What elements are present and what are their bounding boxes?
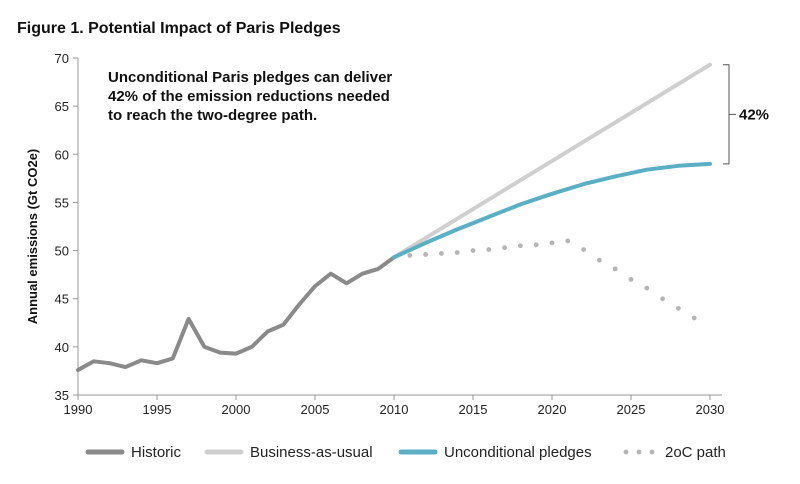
point-2oc-path [454,250,460,255]
point-2oc-path [660,296,665,302]
x-tick-label: 1990 [64,402,93,417]
legend-label-2oc-path: 2oC path [665,444,726,461]
point-2oc-path [533,242,539,248]
point-2oc-path [644,285,650,291]
point-2oc-path [486,247,492,253]
legend-swatch-2oc-path [649,449,655,455]
y-tick-label: 65 [55,99,69,114]
bracket-path [723,64,736,165]
y-axis-label: Annual emissions (Gt CO2e) [25,149,40,325]
y-tick-label: 70 [55,51,69,66]
y-ticks: 35 40 45 50 55 60 65 70 [55,51,78,403]
annotation-line-3: to reach the two-degree path. [108,107,317,124]
x-tick-label: 2000 [222,402,251,417]
x-ticks: 1990 1995 2000 2005 2010 2015 2020 2025 2030 [64,395,725,417]
series-layer [76,62,712,372]
point-2oc-path [597,257,602,263]
y-tick-label: 40 [55,340,69,355]
point-2oc-path [565,238,571,244]
point-2oc-path [628,277,634,282]
y-tick-label: 35 [55,388,69,403]
bracket-label: 42% [739,106,769,123]
point-2oc-path [549,240,555,246]
legend: Historic Business-as-usual Unconditional p… [85,444,726,461]
x-tick-label: 2020 [538,402,567,417]
bracket: 42% [723,64,769,165]
chart-title: Figure 1. Potential Impact of Paris Pled… [17,20,341,37]
point-2oc-path [518,243,523,249]
point-2oc-path [470,248,476,253]
x-tick-label: 1995 [143,402,172,417]
line-business-as-usual [392,62,712,260]
x-tick-label: 2030 [696,402,725,417]
point-2oc-path [676,305,681,311]
annotation: Unconditional Paris pledges can deliver … [108,69,392,124]
point-2oc-path [439,251,444,256]
point-2oc-path [691,315,697,321]
x-tick-label: 2025 [617,402,646,417]
legend-label-business-as-usual: Business-as-usual [250,444,373,461]
point-2oc-path [502,245,507,251]
point-2oc-path [581,247,586,253]
line-unconditional-pledges [392,161,712,260]
annotation-line-2: 42% of the emission reductions needed [108,88,390,105]
line-historic [76,255,396,372]
point-2oc-path [407,252,413,258]
legend-label-unconditional-pledges: Unconditional pledges [444,444,592,461]
annotation-line-1: Unconditional Paris pledges can deliver [108,69,392,86]
legend-label-historic: Historic [131,444,182,461]
legend-swatch-2oc-path [623,449,629,455]
y-tick-label: 60 [55,147,69,162]
x-tick-label: 2015 [459,402,488,417]
y-tick-label: 55 [55,195,69,210]
point-2oc-path [612,266,618,272]
point-2oc-path [423,252,428,257]
x-tick-label: 2010 [380,402,409,417]
y-tick-label: 45 [55,292,69,307]
x-tick-label: 2005 [301,402,330,417]
y-tick-label: 50 [55,244,69,259]
axes [77,58,722,396]
legend-swatch-2oc-path [636,449,642,455]
